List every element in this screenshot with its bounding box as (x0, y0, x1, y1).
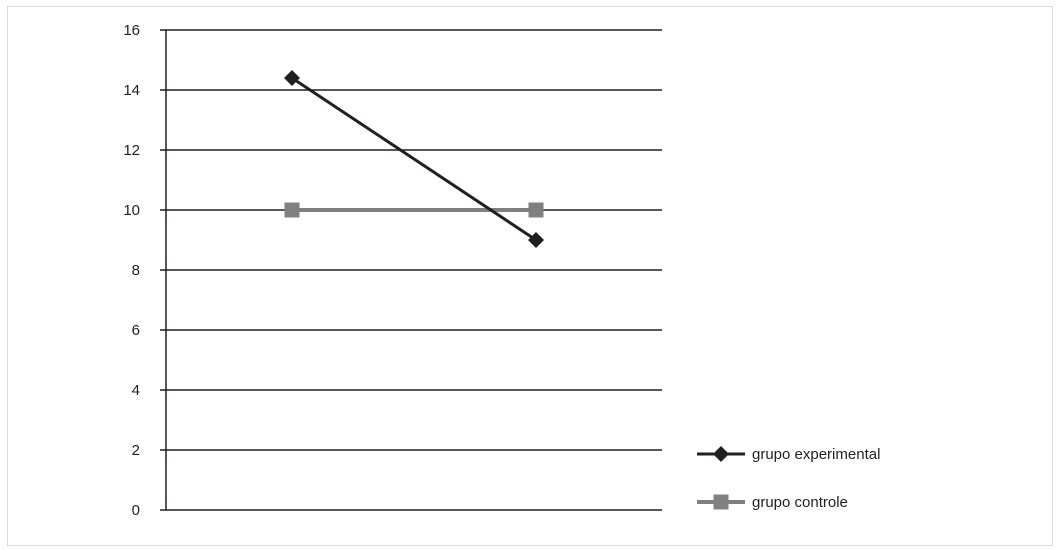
y-tick-label: 6 (132, 322, 140, 339)
y-tick-label: 8 (132, 262, 140, 279)
y-tick-label: 16 (123, 22, 140, 39)
chart-frame (7, 6, 1053, 546)
data-point (284, 202, 300, 218)
y-tick-label: 10 (123, 202, 140, 219)
y-tick-labels: 0 2 4 6 8 10 12 14 16 (123, 22, 140, 519)
data-point (528, 232, 544, 248)
series-grupo-controle (284, 202, 544, 218)
series-group (284, 70, 544, 248)
legend-marker (713, 494, 729, 510)
legend-label: grupo experimental (752, 446, 880, 463)
gridlines (160, 29, 662, 511)
y-tick-label: 12 (123, 142, 140, 159)
y-tick-label: 4 (132, 382, 140, 399)
data-point (528, 202, 544, 218)
legend: grupo experimental grupo controle (697, 446, 880, 511)
legend-item: grupo experimental (697, 446, 880, 463)
series-grupo-experimental (284, 70, 544, 248)
data-point (284, 70, 300, 86)
legend-marker (713, 446, 729, 462)
legend-item: grupo controle (697, 494, 848, 511)
series-line (291, 76, 537, 242)
y-tick-label: 0 (132, 502, 140, 519)
y-tick-label: 2 (132, 442, 140, 459)
y-tick-label: 14 (123, 82, 140, 99)
legend-label: grupo controle (752, 494, 848, 511)
